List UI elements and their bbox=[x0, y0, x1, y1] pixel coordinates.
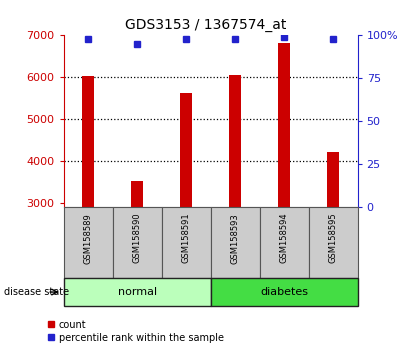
Text: GSM158595: GSM158595 bbox=[328, 213, 337, 263]
Bar bbox=[64, 278, 210, 306]
Bar bbox=[162, 207, 211, 278]
Text: GSM158593: GSM158593 bbox=[231, 213, 240, 263]
Legend: count, percentile rank within the sample: count, percentile rank within the sample bbox=[48, 320, 224, 343]
Text: diabetes: diabetes bbox=[260, 287, 308, 297]
Bar bbox=[309, 207, 358, 278]
Bar bbox=[82, 76, 94, 207]
Text: GSM158591: GSM158591 bbox=[182, 213, 191, 263]
Text: GSM158594: GSM158594 bbox=[279, 213, 289, 263]
Bar bbox=[278, 42, 290, 207]
Text: GSM158589: GSM158589 bbox=[84, 213, 93, 263]
Bar bbox=[131, 181, 143, 207]
Bar bbox=[327, 152, 339, 207]
Bar bbox=[113, 207, 162, 278]
Text: normal: normal bbox=[118, 287, 157, 297]
Bar bbox=[210, 207, 260, 278]
Bar bbox=[180, 93, 192, 207]
Text: disease state: disease state bbox=[4, 287, 69, 297]
Bar bbox=[64, 207, 113, 278]
Bar bbox=[210, 278, 358, 306]
Text: GDS3153 / 1367574_at: GDS3153 / 1367574_at bbox=[125, 18, 286, 32]
Bar bbox=[260, 207, 309, 278]
Bar bbox=[229, 75, 241, 207]
Text: GSM158590: GSM158590 bbox=[133, 213, 142, 263]
